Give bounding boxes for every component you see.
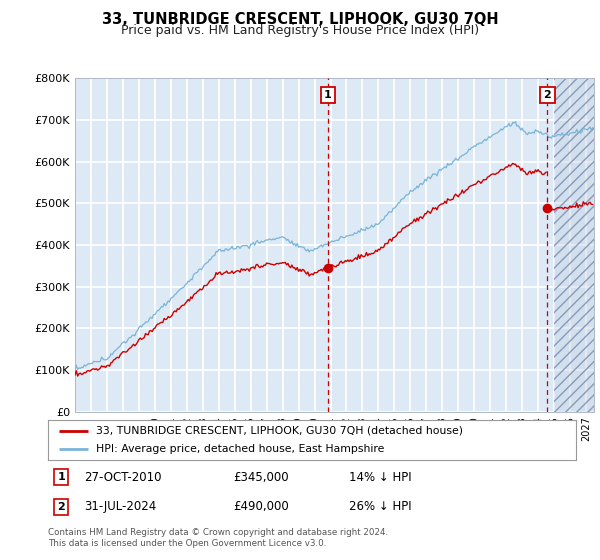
Text: 31-JUL-2024: 31-JUL-2024	[84, 500, 156, 513]
Text: HPI: Average price, detached house, East Hampshire: HPI: Average price, detached house, East…	[95, 445, 384, 454]
Text: 26% ↓ HPI: 26% ↓ HPI	[349, 500, 412, 513]
Text: 2: 2	[544, 90, 551, 100]
Text: 1: 1	[324, 90, 332, 100]
Text: £345,000: £345,000	[233, 470, 289, 483]
Text: Price paid vs. HM Land Registry's House Price Index (HPI): Price paid vs. HM Land Registry's House …	[121, 24, 479, 36]
Bar	[554, 78, 600, 412]
Text: Contains HM Land Registry data © Crown copyright and database right 2024.
This d: Contains HM Land Registry data © Crown c…	[48, 528, 388, 548]
Text: 2: 2	[58, 502, 65, 512]
Bar	[554, 45, 600, 412]
Text: 14% ↓ HPI: 14% ↓ HPI	[349, 470, 412, 483]
Text: £490,000: £490,000	[233, 500, 289, 513]
Text: 33, TUNBRIDGE CRESCENT, LIPHOOK, GU30 7QH (detached house): 33, TUNBRIDGE CRESCENT, LIPHOOK, GU30 7Q…	[95, 426, 463, 436]
Text: 27-OCT-2010: 27-OCT-2010	[84, 470, 161, 483]
Text: 33, TUNBRIDGE CRESCENT, LIPHOOK, GU30 7QH: 33, TUNBRIDGE CRESCENT, LIPHOOK, GU30 7Q…	[101, 12, 499, 27]
Text: 1: 1	[58, 472, 65, 482]
